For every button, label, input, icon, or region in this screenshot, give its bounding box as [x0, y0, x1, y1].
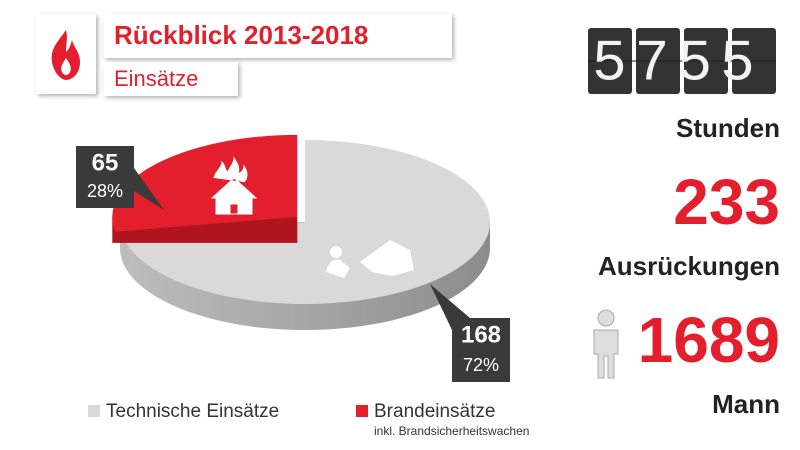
subtitle: Einsätze	[114, 66, 198, 91]
counter	[588, 28, 776, 94]
callout-box	[76, 146, 134, 208]
subtitle-box	[104, 62, 238, 96]
share-label: 28%	[87, 181, 123, 201]
hours-value: 5755	[592, 32, 768, 97]
flame-icon	[51, 30, 80, 80]
legend-swatch	[356, 405, 368, 417]
title-box	[104, 14, 452, 58]
hours-label: Stunden	[676, 113, 780, 143]
crew-value: 1689	[638, 304, 780, 376]
deployments-label: Ausrückungen	[598, 251, 780, 281]
data-label: 65	[92, 149, 119, 176]
callout-pointer	[126, 168, 164, 210]
data-label: 168	[461, 321, 501, 348]
house-icon	[210, 156, 258, 215]
car-icon	[326, 240, 414, 278]
legend-label: Technische Einsätze	[106, 401, 279, 422]
legend-label: Brandeinsätze	[374, 401, 495, 422]
callout-box	[452, 318, 510, 382]
legend-swatch	[88, 405, 100, 417]
legend-note: inkl. Brandsicherheitswachen	[374, 424, 529, 438]
person-icon	[593, 309, 619, 379]
title: Rückblick 2013-2018	[114, 20, 368, 50]
crew-label: Mann	[712, 389, 780, 419]
share-label: 72%	[463, 355, 499, 375]
deployments-value: 233	[673, 166, 780, 238]
